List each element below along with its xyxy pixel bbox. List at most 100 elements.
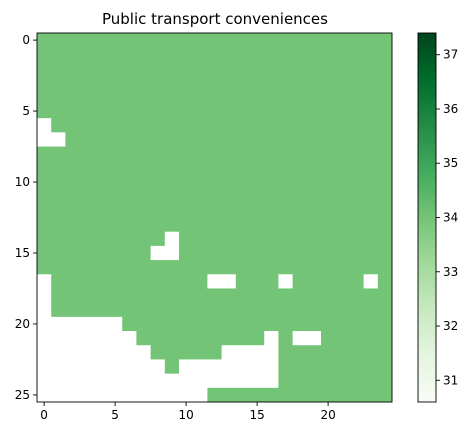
heatmap-cell [79,203,95,218]
heatmap-cell [136,231,151,247]
heatmap-cell [207,174,222,190]
heatmap-cell [377,174,393,190]
heatmap-cell [221,75,237,91]
heatmap-cell [335,132,350,147]
heatmap-cell [207,203,222,218]
heatmap-cell [292,203,308,218]
heatmap-cell [264,245,279,261]
heatmap-cell [179,132,194,147]
heatmap-cell-empty [108,316,123,332]
heatmap-cell [235,33,251,48]
chart-title: Public transport conveniences [102,10,328,28]
heatmap-cell [292,359,308,375]
heatmap-cell-empty [306,331,322,346]
heatmap-cell [136,103,151,119]
heatmap-cell-empty [221,373,237,389]
heatmap-cell [321,345,336,360]
heatmap-cell [65,203,80,218]
heatmap-cell [250,33,265,48]
heatmap-cell-empty [150,373,166,389]
heatmap-cell-empty [207,359,222,375]
heatmap-cell [278,345,293,360]
heatmap-cell [278,387,293,403]
heatmap-cell [278,103,293,119]
heatmap-cell [93,260,109,275]
heatmap-cell [221,132,237,147]
heatmap-cell [306,118,322,133]
heatmap-cell [349,61,364,76]
heatmap-cell [51,89,66,105]
heatmap-cell [235,260,251,275]
heatmap-cell [51,203,66,218]
heatmap-cell-empty [221,274,237,289]
heatmap-cell [193,288,208,304]
heatmap-cell [51,174,66,190]
heatmap-cell-empty [37,132,52,147]
heatmap-cell [65,231,80,247]
heatmap-cell [179,160,194,176]
heatmap-cell [164,47,180,62]
heatmap-cell [207,47,222,62]
heatmap-cell [363,75,379,91]
heatmap-cell-empty [136,359,151,375]
heatmap-cell [335,146,350,162]
heatmap-cell [321,359,336,375]
heatmap-cell-empty [164,387,180,403]
heatmap-cell [164,146,180,162]
heatmap-cell [235,316,251,332]
colorbar-axis: 31 32 33 34 35 36 37 [436,48,458,387]
heatmap-cell [65,189,80,204]
heatmap-cell-empty [51,316,66,332]
heatmap-cell [93,274,109,289]
heatmap-cell [122,302,137,318]
heatmap-cell [221,89,237,105]
heatmap-cell [349,132,364,147]
y-tick-label: 20 [15,317,30,331]
heatmap-cell [108,33,123,48]
heatmap-cell [221,331,237,346]
heatmap-cell [193,160,208,176]
heatmap-cell [306,47,322,62]
heatmap-cell-empty [264,373,279,389]
heatmap-cell [150,203,166,218]
heatmap-cell [377,189,393,204]
heatmap-cell-empty [79,345,95,360]
heatmap-cell [37,203,52,218]
heatmap-cell [179,103,194,119]
heatmap-cell [179,203,194,218]
heatmap-cell [207,33,222,48]
heatmap-cell [306,132,322,147]
heatmap-cell [363,345,379,360]
heatmap-cell [377,61,393,76]
heatmap-cell [150,316,166,332]
heatmap-cell [278,174,293,190]
heatmap-cell [349,217,364,233]
heatmap-cell [150,217,166,233]
heatmap-cell [164,118,180,133]
heatmap-cell-empty [250,373,265,389]
heatmap-cell [264,302,279,318]
heatmap-cell-empty [264,345,279,360]
heatmap-cell [37,260,52,275]
heatmap-cell [349,231,364,247]
heatmap-cell [51,103,66,119]
heatmap-cell [136,118,151,133]
heatmap-cell [207,132,222,147]
heatmap-cell-empty [37,387,52,403]
heatmap-cell [65,61,80,76]
heatmap-cell [363,373,379,389]
heatmap-cell [79,288,95,304]
heatmap-cell [179,331,194,346]
heatmap-cell [150,345,166,360]
heatmap-cell [193,203,208,218]
heatmap-cell [377,373,393,389]
heatmap-cell [235,387,251,403]
heatmap-cell [51,118,66,133]
heatmap-cell [235,146,251,162]
heatmap-cell [292,132,308,147]
heatmap-cell [207,217,222,233]
heatmap-cell [306,103,322,119]
heatmap-cell [250,302,265,318]
heatmap-cell [306,316,322,332]
heatmap-cell [349,75,364,91]
